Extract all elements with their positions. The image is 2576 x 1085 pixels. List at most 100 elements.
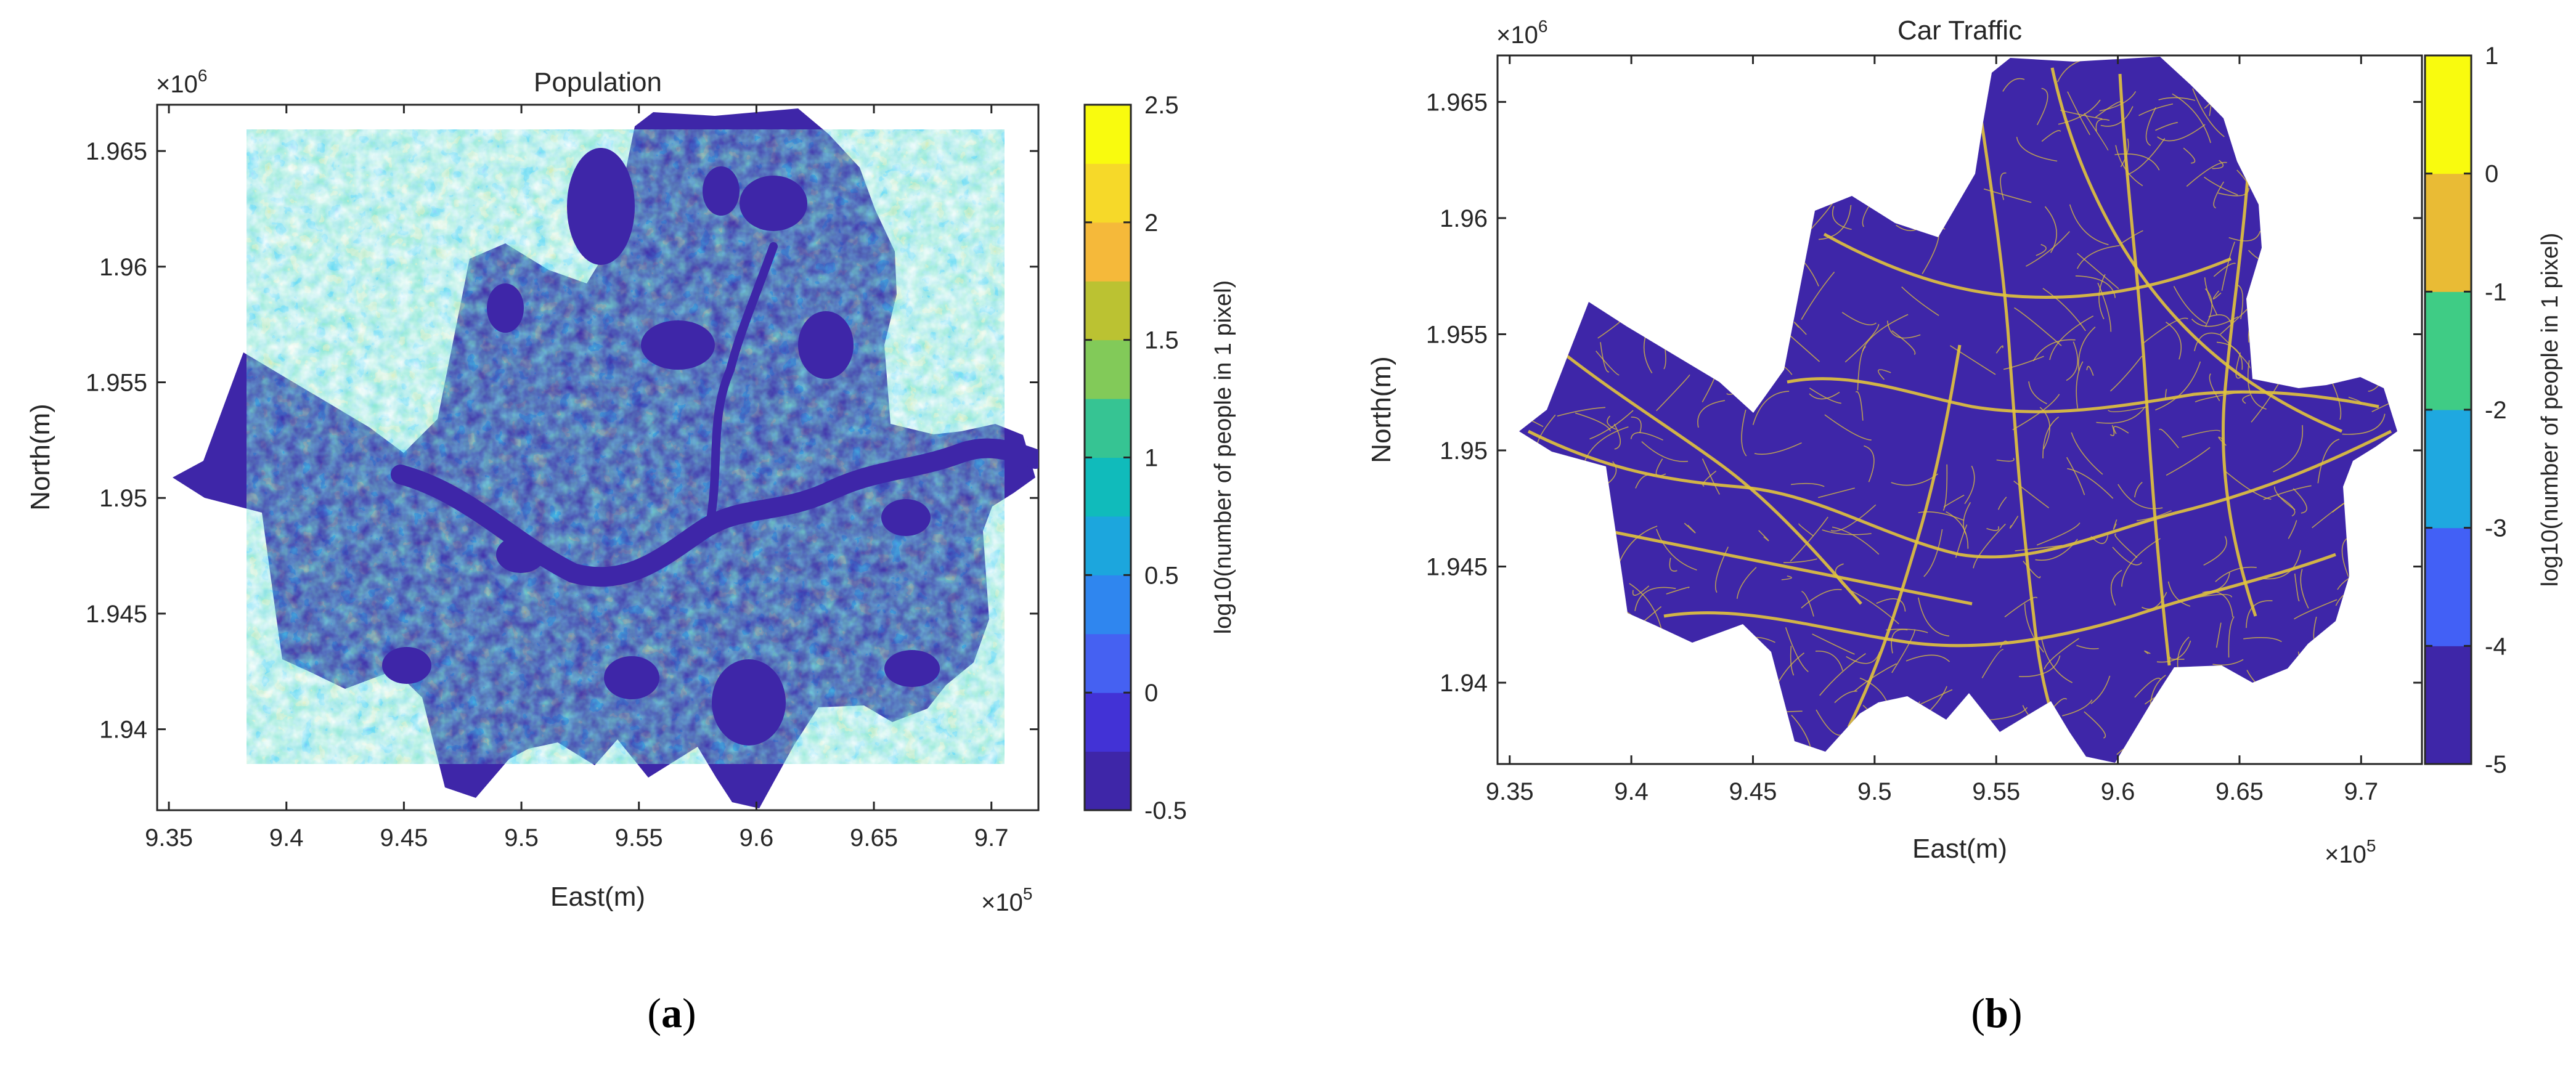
car-traffic-minor-road <box>2032 339 2076 362</box>
car-traffic-minor-road <box>2192 88 2225 137</box>
car-traffic-minor-road <box>1906 654 1950 662</box>
car-traffic-minor-road <box>1854 663 1897 692</box>
caption-a-letter: a <box>661 990 682 1036</box>
car-traffic-minor-road <box>1758 530 1769 542</box>
population-colorbar-segment <box>1085 339 1131 399</box>
population-urban-cells <box>247 129 1005 764</box>
car-traffic-minor-road <box>1878 369 1891 380</box>
car-traffic-minor-road <box>2004 596 2038 618</box>
car-traffic-xtick-label: 9.6 <box>2101 778 2135 805</box>
population-colorbar-segment <box>1085 751 1131 811</box>
car-traffic-minor-road <box>2096 406 2146 424</box>
car-traffic-colorbar-segment <box>2425 55 2471 174</box>
population-axes: 9.35 9.4 9.45 9.5 9.55 9.6 9.65 9.7 1.94 1.945 1.9… <box>86 105 1038 851</box>
car-traffic-minor-road <box>2204 176 2238 196</box>
car-traffic-minor-road <box>2067 468 2114 499</box>
car-traffic-minor-road <box>1736 567 1757 599</box>
car-traffic-minor-road <box>1596 351 1620 376</box>
car-traffic-minor-road <box>1818 205 1852 240</box>
car-traffic-xtick-label: 9.5 <box>1857 778 1892 805</box>
car-traffic-minor-road <box>1613 423 1621 450</box>
population-ytick-label: 1.94 <box>99 717 147 744</box>
car-traffic-minor-road <box>2066 341 2079 381</box>
car-traffic-major-road <box>1787 377 2379 413</box>
car-traffic-minor-road <box>1631 417 1642 433</box>
car-traffic-minor-road <box>1791 482 1825 487</box>
car-traffic-minor-road <box>2209 373 2220 402</box>
car-traffic-minor-road <box>1817 487 1855 498</box>
car-traffic-minor-road <box>1630 432 1663 441</box>
car-traffic-minor-road <box>2247 360 2267 410</box>
car-traffic-minor-road <box>2204 288 2212 327</box>
car-traffic-minor-road <box>2090 675 2111 704</box>
car-traffic-minor-road <box>1923 529 1943 577</box>
car-traffic-panel: 9.35 9.4 9.45 9.5 9.55 9.6 9.65 9.7 1.94 1.945 1.9… <box>1366 15 2563 868</box>
car-traffic-minor-road <box>2078 327 2096 372</box>
car-traffic-minor-road <box>2144 650 2151 654</box>
car-traffic-minor-road <box>2216 341 2243 370</box>
car-traffic-ytick-label: 1.945 <box>1426 554 1488 581</box>
car-traffic-minor-road <box>2134 678 2161 698</box>
population-y-exponent: ×106 <box>156 66 207 98</box>
car-traffic-minor-road <box>2145 107 2156 146</box>
population-ylabel: North(m) <box>25 404 55 511</box>
population-colorbar-tick-label: -0.5 <box>1144 797 1187 824</box>
car-traffic-minor-road <box>2195 391 2242 403</box>
car-traffic-minor-road <box>1656 374 1690 412</box>
car-traffic-minor-road <box>2134 481 2143 498</box>
car-traffic-map-region <box>1519 57 2397 763</box>
population-xtick-label: 9.7 <box>974 824 1009 851</box>
population-colorbar-tick-label: 1 <box>1144 445 1158 472</box>
car-traffic-minor-road <box>2016 137 2058 162</box>
car-traffic-minor-road <box>2077 253 2119 290</box>
car-traffic-minor-road <box>2218 188 2250 197</box>
car-traffic-minor-road <box>2090 535 2109 544</box>
car-traffic-minor-road <box>2263 485 2312 500</box>
population-colorbar-tick-label: 2 <box>1144 209 1158 237</box>
population-xtick-label: 9.35 <box>145 824 193 851</box>
car-traffic-minor-road <box>1809 388 1841 404</box>
car-traffic-minor-road <box>1801 588 1842 609</box>
population-xlabel: East(m) <box>550 882 645 912</box>
car-traffic-minor-road <box>1697 400 1726 428</box>
population-ytick-label: 1.965 <box>86 138 147 165</box>
population-x-exponent: ×105 <box>981 884 1032 916</box>
car-traffic-minor-road <box>1981 649 2003 678</box>
han-river <box>391 438 1038 587</box>
car-traffic-minor-road <box>2000 172 2007 200</box>
car-traffic-minor-road <box>2213 181 2225 209</box>
car-traffic-minor-road <box>2182 429 2221 438</box>
car-traffic-minor-road <box>2212 290 2222 300</box>
car-traffic-minor-road <box>2000 640 2008 648</box>
caption-b: (b) <box>1971 990 2023 1036</box>
population-low-density-patches <box>382 148 940 746</box>
car-traffic-minor-road <box>2086 365 2094 376</box>
car-traffic-minor-road <box>2169 656 2185 660</box>
car-traffic-minor-road <box>2114 534 2138 558</box>
car-traffic-minor-road <box>1798 523 1814 537</box>
car-traffic-major-road <box>1602 528 1973 606</box>
population-xtick-label: 9.55 <box>615 824 663 851</box>
car-traffic-minor-road <box>2273 425 2304 473</box>
car-traffic-minor-road <box>2194 332 2220 351</box>
car-traffic-ytick-label: 1.96 <box>1440 205 1488 232</box>
population-colorbar-segment <box>1085 633 1131 693</box>
car-traffic-minor-road <box>1519 412 1544 428</box>
car-traffic-minor-road <box>2084 711 2106 739</box>
car-traffic-minor-road <box>2003 356 2044 370</box>
car-traffic-xtick-label: 9.65 <box>2215 778 2264 805</box>
car-traffic-ytick-label: 1.965 <box>1426 89 1488 116</box>
car-traffic-minor-road <box>2113 519 2117 530</box>
car-traffic-minor-road <box>2348 396 2362 405</box>
car-traffic-minor-road <box>1666 587 1690 595</box>
car-traffic-minor-road <box>2015 545 2063 551</box>
population-colorbar-segment <box>1085 281 1131 341</box>
car-traffic-minor-road <box>1955 524 1968 558</box>
car-traffic-minor-road <box>2115 145 2143 187</box>
car-traffic-minor-road <box>2108 406 2148 413</box>
car-traffic-major-road <box>1663 553 2336 648</box>
population-colorbar-tick-label: 0.5 <box>1144 562 1179 589</box>
population-colorbar-segment <box>1085 693 1131 752</box>
car-traffic-minor-road <box>2155 121 2178 131</box>
